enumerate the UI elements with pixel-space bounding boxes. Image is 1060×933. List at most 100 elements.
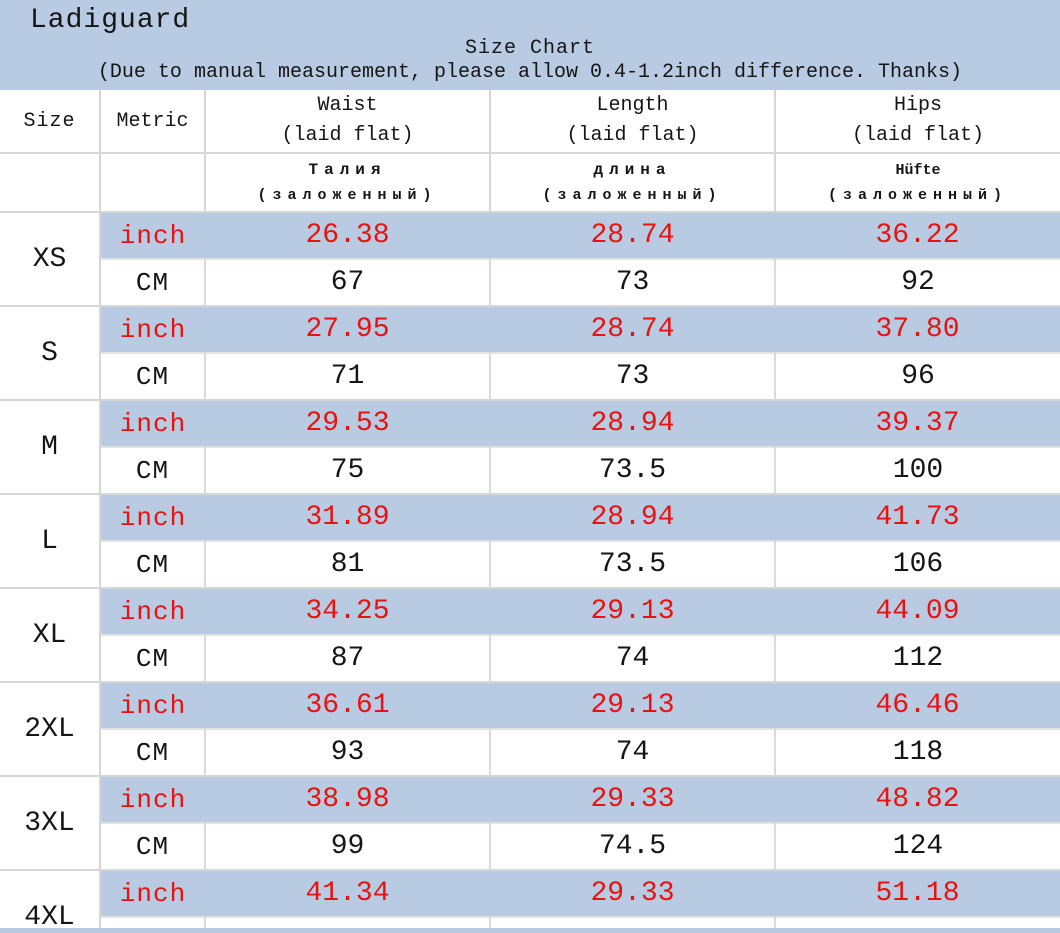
waist-translation-qualifier: (заложенный) (257, 186, 438, 204)
length-inch-value: 28.94 (490, 493, 775, 541)
length-cm-value: 73 (490, 258, 776, 306)
length-inch-value: 29.13 (490, 681, 775, 729)
size-label: S (0, 305, 101, 400)
page-title: Size Chart (464, 37, 596, 60)
row-xs-inch: XS inch 26.38 28.74 36.22 (0, 211, 1060, 306)
length-cm-value: 74 (490, 728, 776, 776)
length-inch-value: 29.33 (490, 775, 775, 823)
hips-inch-value: 36.22 (775, 211, 1060, 259)
waist-cm-value: 81 (205, 540, 491, 588)
metric-column-header: Metric (99, 90, 206, 154)
waist-inch-value: 29.53 (205, 399, 490, 447)
unit-label-inch: inch (100, 869, 205, 917)
hips-cm-value: 106 (775, 540, 1060, 588)
length-inch-value: 28.74 (490, 211, 775, 259)
length-inch-value: 29.33 (490, 869, 775, 917)
waist-translation: Талия (308, 160, 387, 179)
row-3xl-cm: CM 99 74.5 124 (0, 822, 1060, 870)
hips-translation-qualifier: (заложенный) (827, 186, 1009, 204)
length-label: Length (596, 94, 669, 117)
unit-label-cm: CM (100, 634, 206, 682)
hips-cm-value: 100 (775, 446, 1060, 494)
length-cm-value: 73.5 (490, 540, 776, 588)
waist-inch-value: 31.89 (205, 493, 490, 541)
unit-label-cm: CM (100, 540, 206, 588)
waist-cm-value: 87 (205, 634, 491, 682)
unit-label-inch: inch (100, 493, 205, 541)
waist-cm-value: 71 (205, 352, 491, 400)
length-cm-value: 73.5 (490, 446, 776, 494)
measurement-disclaimer: (Due to manual measurement, please allow… (97, 61, 963, 84)
hips-inch-value: 46.46 (775, 681, 1060, 729)
unit-label-inch: inch (100, 587, 205, 635)
waist-inch-value: 41.34 (205, 869, 490, 917)
waist-cm-value: 75 (205, 446, 491, 494)
size-label: 3XL (0, 775, 101, 870)
row-2xl-inch: 2XL inch 36.61 29.13 46.46 (0, 681, 1060, 776)
row-m-cm: CM 75 73.5 100 (0, 446, 1060, 494)
size-label: XL (0, 587, 101, 682)
unit-label-inch: inch (100, 399, 205, 447)
length-translation-header: длина (заложенный) (489, 152, 776, 213)
row-l-inch: L inch 31.89 28.94 41.73 (0, 493, 1060, 588)
empty-size-header-cell (0, 152, 101, 213)
brand-name: Ladiguard (30, 5, 191, 36)
waist-qualifier: (laid flat) (281, 124, 414, 147)
size-label: XS (0, 211, 101, 306)
size-column-header: Size (0, 90, 101, 154)
length-translation-qualifier: (заложенный) (542, 186, 723, 204)
unit-label-cm: CM (100, 446, 206, 494)
translation-header-row: Талия (заложенный) длина (заложенный) Hü… (0, 152, 1060, 213)
length-qualifier: (laid flat) (566, 124, 699, 147)
hips-inch-value: 37.80 (775, 305, 1060, 353)
waist-inch-value: 34.25 (205, 587, 490, 635)
title-block: Ladiguard Size Chart (Due to manual meas… (0, 0, 1060, 90)
row-2xl-cm: CM 93 74 118 (0, 728, 1060, 776)
length-inch-value: 29.13 (490, 587, 775, 635)
waist-inch-value: 38.98 (205, 775, 490, 823)
waist-cm-value: 67 (205, 258, 491, 306)
size-label: 2XL (0, 681, 101, 776)
row-m-inch: M inch 29.53 28.94 39.37 (0, 399, 1060, 494)
hips-inch-value: 44.09 (775, 587, 1060, 635)
waist-inch-value: 36.61 (205, 681, 490, 729)
row-s-inch: S inch 27.95 28.74 37.80 (0, 305, 1060, 400)
row-4xl-inch: 4XL inch 41.34 29.33 51.18 (0, 869, 1060, 933)
waist-column-header: Waist (laid flat) (204, 90, 491, 154)
length-cm-value: 73 (490, 352, 776, 400)
hips-cm-value: 124 (775, 822, 1060, 870)
size-label: 4XL (0, 869, 101, 933)
size-label: M (0, 399, 101, 494)
unit-label-cm: CM (100, 352, 206, 400)
waist-cm-value: 93 (205, 728, 491, 776)
waist-label: Waist (317, 94, 378, 117)
length-inch-value: 28.94 (490, 399, 775, 447)
unit-label-inch: inch (100, 681, 205, 729)
row-s-cm: CM 71 73 96 (0, 352, 1060, 400)
length-translation: длина (593, 160, 672, 179)
unit-label-inch: inch (100, 775, 205, 823)
hips-inch-value: 51.18 (775, 869, 1060, 917)
waist-inch-value: 27.95 (205, 305, 490, 353)
empty-metric-header-cell (99, 152, 206, 213)
hips-inch-value: 48.82 (775, 775, 1060, 823)
row-xl-inch: XL inch 34.25 29.13 44.09 (0, 587, 1060, 682)
hips-column-header: Hips (laid flat) (774, 90, 1060, 154)
waist-cm-value: 99 (205, 822, 491, 870)
size-label: L (0, 493, 101, 588)
hips-label: Hips (893, 94, 942, 117)
hips-qualifier: (laid flat) (851, 124, 985, 147)
length-cm-value: 74.5 (490, 822, 776, 870)
row-xs-cm: CM 67 73 92 (0, 258, 1060, 306)
hips-inch-value: 39.37 (775, 399, 1060, 447)
waist-inch-value: 26.38 (205, 211, 490, 259)
hips-cm-value: 92 (775, 258, 1060, 306)
column-header-row: Size Metric Waist (laid flat) Length (la… (0, 90, 1060, 154)
unit-label-cm: CM (100, 728, 206, 776)
unit-label-cm: CM (100, 822, 206, 870)
unit-label-cm: CM (100, 258, 206, 306)
size-table: Size Metric Waist (laid flat) Length (la… (0, 90, 1060, 933)
length-cm-value: 74 (490, 634, 776, 682)
cropped-bottom-band (0, 928, 1060, 933)
